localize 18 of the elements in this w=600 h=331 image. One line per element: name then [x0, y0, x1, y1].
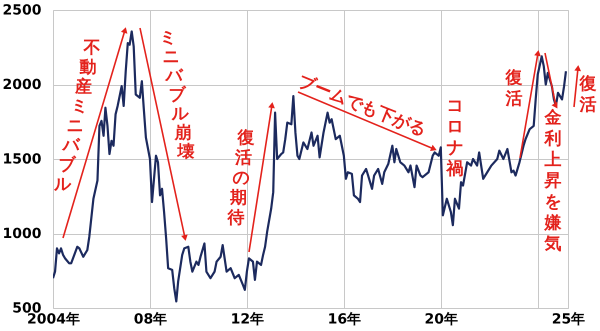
annotation: 復活の期待	[226, 128, 254, 228]
text: 復活	[578, 74, 596, 115]
annotation: 不動産ミニバブル	[53, 38, 100, 194]
x-tick-label: 08年	[134, 312, 168, 328]
y-tick-label: 1500	[2, 152, 42, 168]
y-tick-label: 2500	[2, 2, 42, 18]
annotation: 金利上昇を嫌気	[544, 108, 562, 254]
annotation: ミニバブル崩壊	[160, 28, 194, 162]
x-tick-label: 20年	[424, 312, 458, 328]
line-series	[53, 30, 568, 303]
y-tick-label: 1000	[2, 226, 42, 242]
x-tick-label: 25年	[552, 312, 586, 328]
annotation: ブームでも下がる	[295, 71, 429, 141]
x-tick-label: 12年	[230, 312, 264, 328]
x-tick-label: 16年	[328, 312, 362, 328]
y-tick-label: 2000	[2, 77, 42, 93]
annotation: 復活	[504, 68, 522, 109]
annotation: コロナ禍	[446, 96, 464, 179]
